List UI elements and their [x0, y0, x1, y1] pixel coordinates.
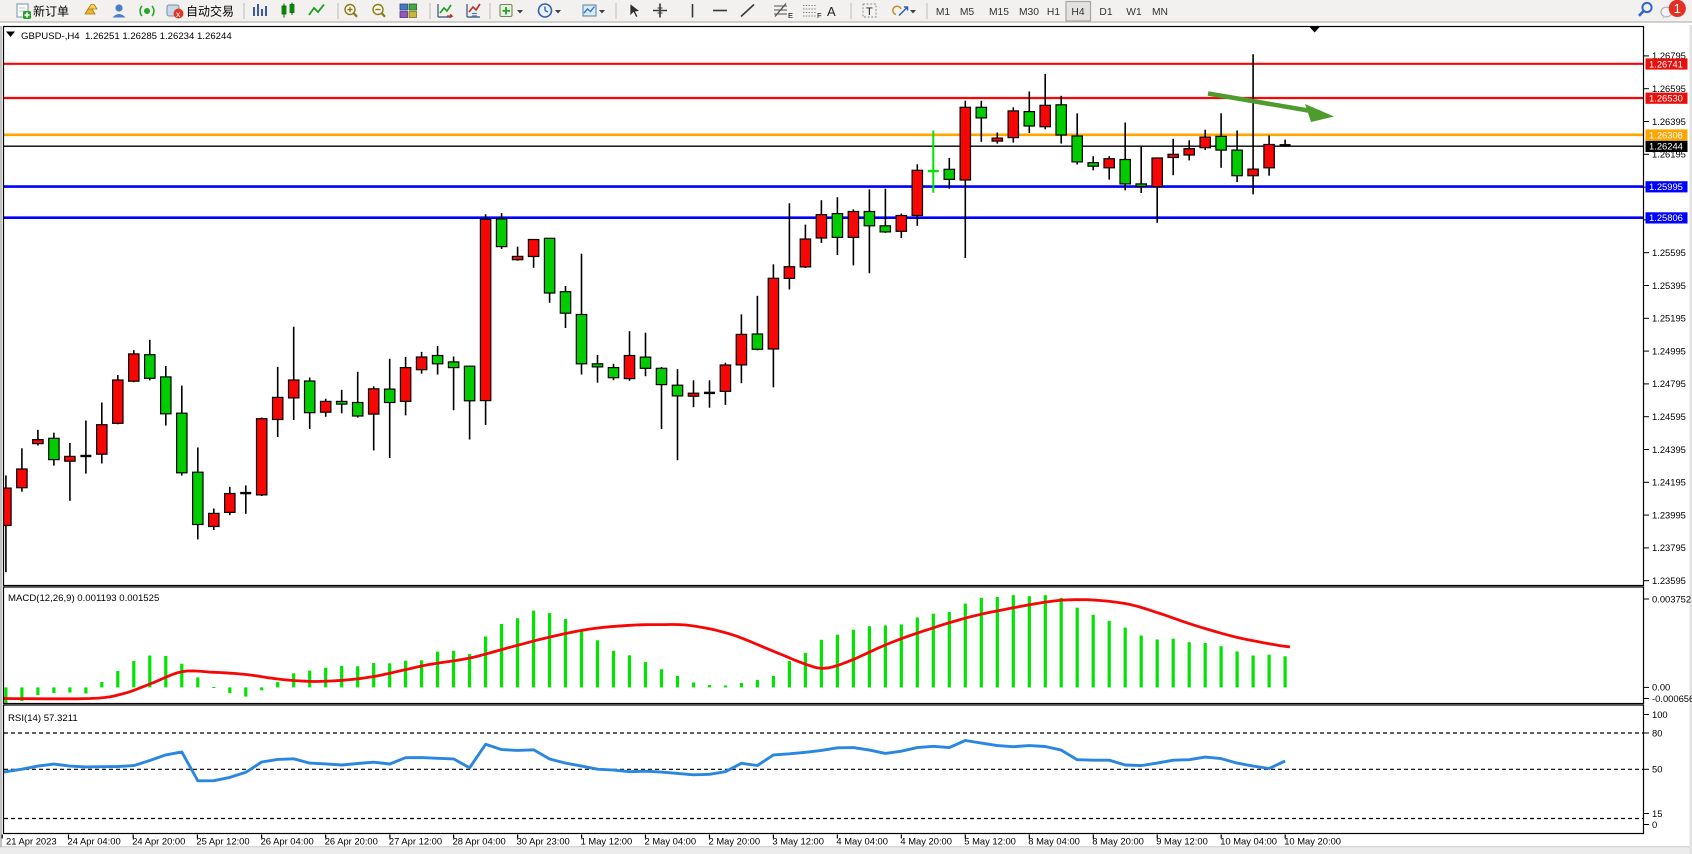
- svg-text:80: 80: [1652, 727, 1662, 738]
- svg-text:8 May 20:00: 8 May 20:00: [1092, 836, 1144, 847]
- svg-text:1.25995: 1.25995: [1649, 181, 1683, 192]
- svg-text:H1: H1: [1047, 7, 1060, 18]
- svg-text:1.24595: 1.24595: [1652, 411, 1686, 422]
- svg-text:0: 0: [1652, 819, 1657, 830]
- svg-text:1.24195: 1.24195: [1652, 477, 1686, 488]
- svg-text:MN: MN: [1152, 7, 1168, 18]
- svg-text:1.23995: 1.23995: [1652, 509, 1686, 520]
- svg-text:RSI(14) 57.3211: RSI(14) 57.3211: [8, 713, 78, 724]
- svg-text:1.24795: 1.24795: [1652, 378, 1686, 389]
- svg-text:26 Apr 04:00: 26 Apr 04:00: [261, 836, 314, 847]
- svg-text:W1: W1: [1126, 7, 1142, 18]
- svg-text:2 May 20:00: 2 May 20:00: [709, 836, 761, 847]
- svg-text:M1: M1: [936, 7, 951, 18]
- svg-text:1.25395: 1.25395: [1652, 280, 1686, 291]
- svg-text:1.23595: 1.23595: [1652, 575, 1686, 586]
- svg-text:21 Apr 2023: 21 Apr 2023: [6, 836, 57, 847]
- svg-text:3 May 12:00: 3 May 12:00: [772, 836, 824, 847]
- svg-text:1.26595: 1.26595: [1652, 83, 1686, 94]
- svg-text:1.25595: 1.25595: [1652, 247, 1686, 258]
- svg-text:2 May 04:00: 2 May 04:00: [645, 836, 697, 847]
- svg-text:5 May 12:00: 5 May 12:00: [964, 836, 1016, 847]
- svg-text:1.25806: 1.25806: [1649, 212, 1683, 223]
- svg-text:24 Apr 04:00: 24 Apr 04:00: [68, 836, 121, 847]
- svg-text:1.26195: 1.26195: [1652, 149, 1686, 160]
- svg-text:1: 1: [1674, 1, 1681, 16]
- svg-text:50: 50: [1652, 764, 1662, 775]
- svg-text:T: T: [866, 6, 873, 18]
- svg-text:-0.000656: -0.000656: [1652, 693, 1692, 704]
- svg-text:1.26530: 1.26530: [1649, 93, 1683, 104]
- svg-text:x: x: [176, 9, 181, 19]
- svg-text:1.23795: 1.23795: [1652, 542, 1686, 553]
- svg-text:E: E: [788, 11, 793, 20]
- svg-text:4 May 04:00: 4 May 04:00: [836, 836, 888, 847]
- svg-text:10 May 20:00: 10 May 20:00: [1284, 836, 1341, 847]
- svg-text:1 May 12:00: 1 May 12:00: [581, 836, 633, 847]
- svg-text:9 May 12:00: 9 May 12:00: [1156, 836, 1208, 847]
- svg-text:1.25195: 1.25195: [1652, 313, 1686, 324]
- svg-text:H4: H4: [1071, 7, 1084, 18]
- svg-text:28 Apr 04:00: 28 Apr 04:00: [453, 836, 506, 847]
- svg-text:GBPUSD-,H4 1.26251 1.26285 1.: GBPUSD-,H4 1.26251 1.26285 1.26234 1.262…: [21, 31, 232, 42]
- svg-text:D1: D1: [1099, 7, 1112, 18]
- svg-text:4 May 20:00: 4 May 20:00: [900, 836, 952, 847]
- svg-text:M30: M30: [1019, 7, 1039, 18]
- svg-text:8 May 04:00: 8 May 04:00: [1028, 836, 1080, 847]
- svg-text:1.26795: 1.26795: [1652, 50, 1686, 61]
- svg-text:1.26308: 1.26308: [1649, 129, 1683, 140]
- svg-text:MACD(12,26,9) 0.001193 0.00152: MACD(12,26,9) 0.001193 0.001525: [8, 593, 159, 604]
- svg-text:0.003752: 0.003752: [1652, 593, 1691, 604]
- svg-text:1.26244: 1.26244: [1649, 141, 1683, 152]
- svg-text:0.00: 0.00: [1652, 682, 1670, 693]
- svg-text:25 Apr 12:00: 25 Apr 12:00: [196, 836, 249, 847]
- svg-text:1.24395: 1.24395: [1652, 444, 1686, 455]
- svg-text:自动交易: 自动交易: [186, 4, 234, 19]
- svg-text:1.24995: 1.24995: [1652, 345, 1686, 356]
- svg-text:24 Apr 20:00: 24 Apr 20:00: [132, 836, 185, 847]
- svg-text:10 May 04:00: 10 May 04:00: [1220, 836, 1277, 847]
- svg-text:M15: M15: [989, 7, 1009, 18]
- svg-text:15: 15: [1652, 808, 1662, 819]
- svg-text:A: A: [827, 4, 836, 19]
- svg-text:1.26395: 1.26395: [1652, 116, 1686, 127]
- svg-text:F: F: [817, 11, 822, 20]
- svg-text:30 Apr 23:00: 30 Apr 23:00: [517, 836, 570, 847]
- svg-text:26 Apr 20:00: 26 Apr 20:00: [325, 836, 378, 847]
- svg-text:1.26741: 1.26741: [1649, 58, 1683, 69]
- svg-text:100: 100: [1652, 709, 1668, 720]
- svg-text:27 Apr 12:00: 27 Apr 12:00: [389, 836, 442, 847]
- svg-text:M5: M5: [960, 7, 975, 18]
- svg-text:新订单: 新订单: [33, 4, 69, 19]
